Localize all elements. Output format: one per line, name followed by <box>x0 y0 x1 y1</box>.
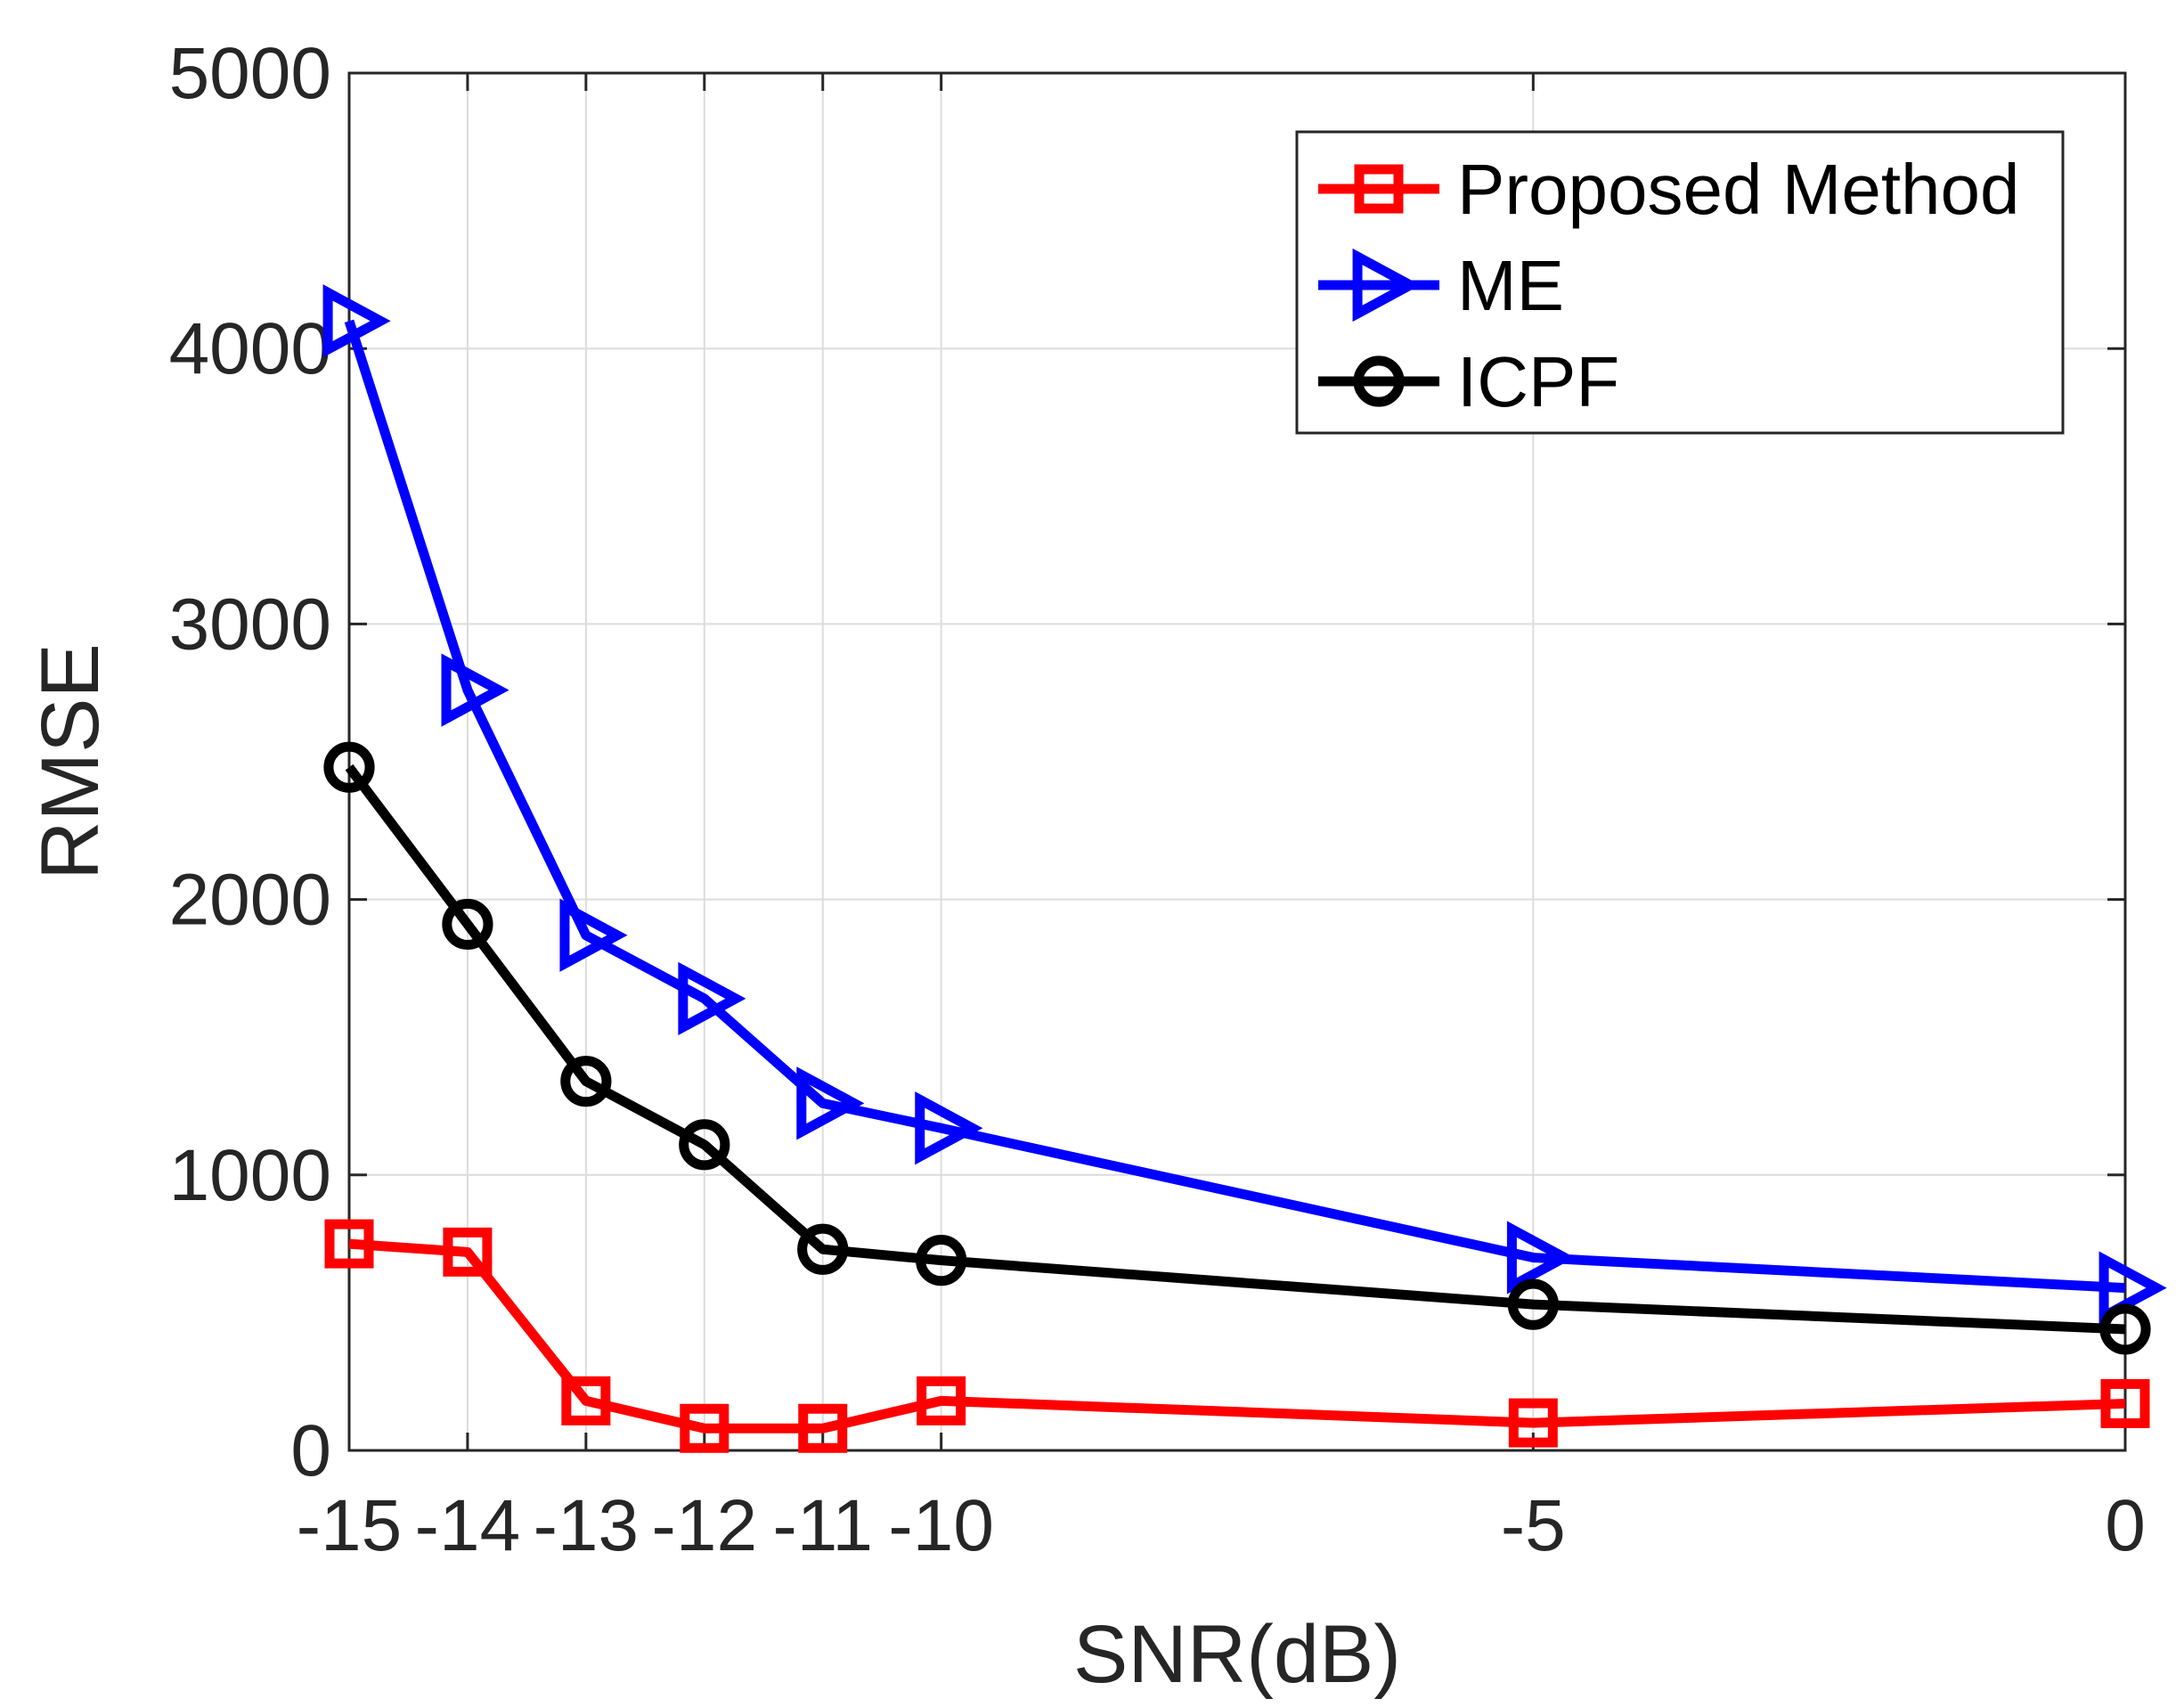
legend-entry: Proposed Method <box>1318 150 2020 229</box>
triangle-marker <box>678 961 746 1036</box>
triangle-marker <box>1506 1221 1575 1295</box>
circle-marker <box>442 898 493 951</box>
circle-marker <box>797 1223 849 1275</box>
square-marker <box>443 1227 493 1277</box>
y-tick-label: 0 <box>290 1410 331 1491</box>
square-marker <box>680 1403 729 1453</box>
x-tick-label: -5 <box>1501 1485 1566 1566</box>
series-me <box>322 284 2167 1325</box>
legend-label: ICPF <box>1457 342 1619 421</box>
data-series <box>322 284 2167 1453</box>
triangle-marker <box>2098 1251 2167 1325</box>
x-tick-label: -11 <box>773 1485 873 1566</box>
series-line <box>348 1238 2126 1433</box>
legend: Proposed Method ME ICPF <box>1295 130 2065 435</box>
y-tick-label: 5000 <box>169 33 331 114</box>
x-tick-label: -13 <box>534 1485 640 1566</box>
y-tick-label: 4000 <box>169 308 331 389</box>
circle-marker <box>1507 1278 1559 1330</box>
triangle-marker <box>441 653 509 727</box>
triangle-marker <box>915 1091 983 1165</box>
square-marker <box>1508 1398 1558 1448</box>
plot-area-frame <box>347 71 2127 1452</box>
legend-entry: ICPF <box>1318 342 1619 421</box>
y-axis-title: RMSE <box>25 643 116 880</box>
y-tick-label: 2000 <box>169 860 331 941</box>
legend-label: ME <box>1457 246 1564 325</box>
square-marker <box>561 1376 611 1425</box>
series-icpf <box>323 741 2151 1355</box>
y-tick-label: 3000 <box>169 584 331 665</box>
series-line <box>345 764 2126 1335</box>
square-marker <box>2100 1378 2150 1428</box>
triangle-marker <box>322 284 391 358</box>
triangle-marker <box>1352 248 1421 323</box>
x-tick-label: -10 <box>888 1485 994 1566</box>
circle-marker <box>1353 355 1405 407</box>
square-marker <box>917 1376 966 1425</box>
x-tick-label: -12 <box>652 1485 758 1566</box>
square-marker <box>798 1403 848 1453</box>
square-marker <box>1354 164 1404 214</box>
x-axis-title: SNR(dB) <box>1073 1609 1401 1700</box>
circle-marker <box>323 741 375 793</box>
y-tick-label: 1000 <box>169 1135 331 1216</box>
square-marker <box>324 1219 374 1269</box>
x-tick-label: -14 <box>415 1485 521 1566</box>
legend-label: Proposed Method <box>1457 150 2020 229</box>
triangle-marker <box>796 1066 865 1140</box>
axis-ticks <box>347 71 2127 1452</box>
circle-marker <box>2099 1303 2151 1355</box>
legend-entry: ME <box>1318 246 1564 325</box>
series-line <box>344 319 2126 1294</box>
circle-marker <box>916 1235 967 1286</box>
circle-marker <box>679 1119 730 1171</box>
y-tick-labels: 0 1000 2000 3000 4000 5000 <box>169 33 331 1491</box>
x-tick-label: -15 <box>297 1485 403 1566</box>
circle-marker <box>560 1056 612 1107</box>
x-tick-labels: -15 -14 -13 -12 -11 -10 -5 0 <box>297 1485 2146 1566</box>
series-proposed-method <box>324 1219 2150 1453</box>
x-tick-label: 0 <box>2105 1485 2146 1566</box>
triangle-marker <box>559 898 628 972</box>
